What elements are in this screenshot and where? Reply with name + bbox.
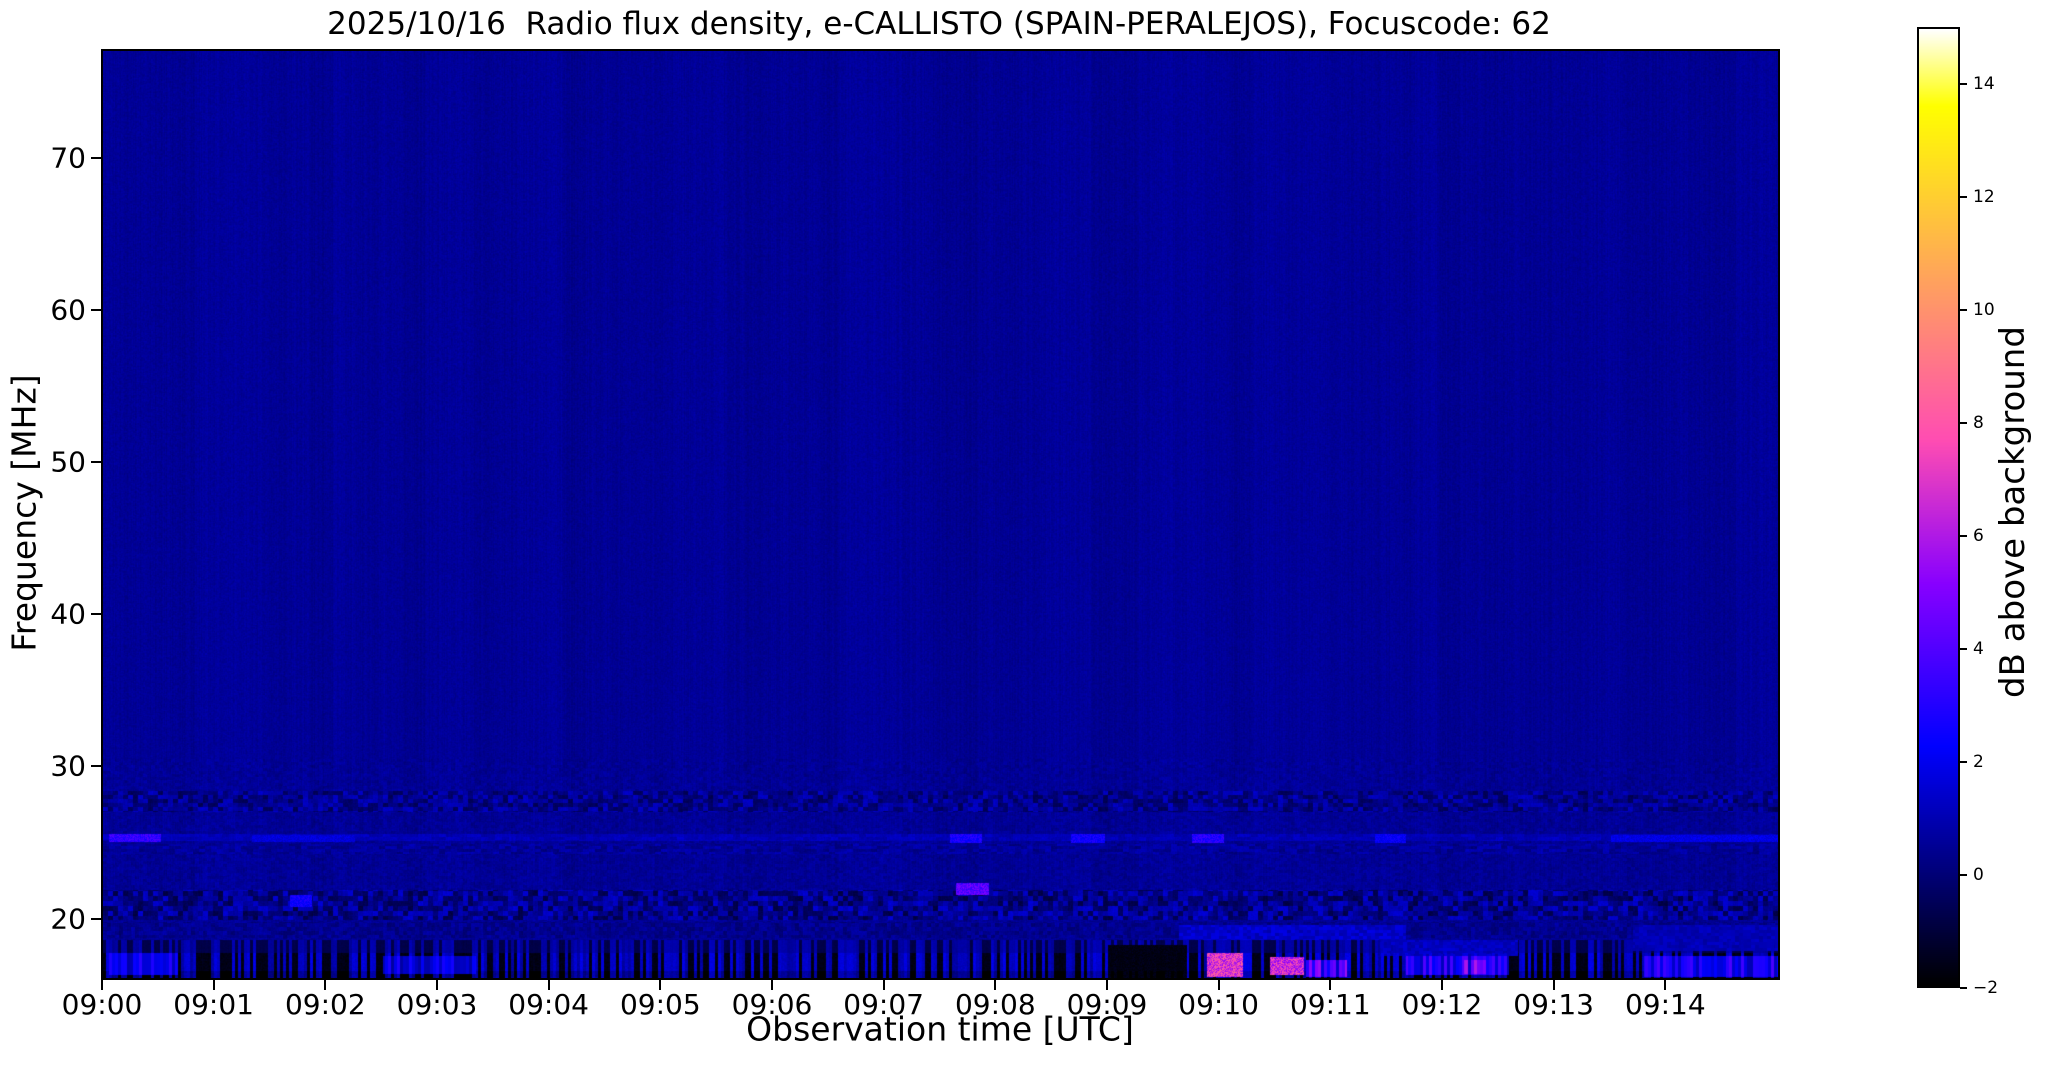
x-tick (994, 980, 997, 990)
y-tick (91, 156, 101, 159)
colorbar (1917, 27, 1960, 988)
x-tick-label: 09:12 (1401, 988, 1483, 1021)
colorbar-tick-label: 6 (1973, 525, 1984, 546)
colorbar-tick (1960, 873, 1967, 876)
x-tick (101, 980, 103, 990)
x-tick (1217, 980, 1220, 990)
x-tick-label: 09:03 (396, 988, 478, 1021)
y-tick (91, 917, 101, 920)
x-tick-label: 09:11 (1289, 988, 1371, 1021)
chart-title: 2025/10/16 Radio flux density, e-CALLIST… (327, 6, 1551, 42)
y-tick-label: 60 (50, 293, 86, 327)
x-tick (547, 980, 550, 990)
colorbar-tick-label: 12 (1973, 186, 1995, 207)
x-tick-label: 09:04 (508, 988, 590, 1021)
y-tick (91, 308, 101, 311)
colorbar-tick (1960, 987, 1967, 989)
x-tick-label: 09:10 (1178, 988, 1260, 1021)
x-tick (1329, 980, 1332, 990)
x-tick (212, 980, 215, 990)
x-tick (1552, 980, 1555, 990)
x-tick-label: 09:13 (1513, 988, 1595, 1021)
colorbar-tick (1960, 308, 1967, 311)
x-tick (1441, 980, 1443, 990)
x-tick (771, 980, 773, 990)
x-tick (1106, 980, 1108, 990)
y-tick (91, 765, 101, 768)
colorbar-tick (1960, 534, 1967, 537)
colorbar-tick (1960, 82, 1967, 85)
spectrogram-image (103, 51, 1778, 978)
y-tick-label: 30 (50, 749, 86, 783)
colorbar-tick (1960, 647, 1967, 650)
x-tick-label: 09:06 (731, 988, 813, 1021)
colorbar-tick (1960, 760, 1967, 763)
y-tick-label: 70 (50, 141, 86, 175)
y-tick (91, 613, 101, 616)
plot-area (101, 49, 1780, 980)
x-tick-label: 09:07 (843, 988, 925, 1021)
y-tick-label: 50 (50, 445, 86, 479)
x-tick (324, 980, 327, 990)
y-tick-label: 20 (50, 902, 86, 936)
x-tick-label: 09:02 (284, 988, 366, 1021)
x-tick-label: 09:00 (61, 988, 143, 1021)
colorbar-label: dB above background (1993, 326, 2033, 698)
y-tick-label: 40 (50, 597, 86, 631)
colorbar-tick (1960, 195, 1967, 198)
x-tick-label: 09:09 (1066, 988, 1148, 1021)
colorbar-tick-label: 8 (1973, 412, 1984, 433)
x-axis-label: Observation time [UTC] (746, 1009, 1134, 1049)
colorbar-tick-label: −2 (1973, 978, 1999, 998)
x-tick-label: 09:05 (619, 988, 701, 1021)
colorbar-tick-label: 4 (1973, 638, 1984, 659)
x-tick (659, 980, 662, 990)
y-tick (91, 460, 101, 463)
x-tick-label: 09:08 (954, 988, 1036, 1021)
x-tick-label: 09:14 (1624, 988, 1706, 1021)
colorbar-tick-label: 14 (1973, 73, 1995, 94)
colorbar-tick (1960, 421, 1967, 424)
colorbar-tick-label: 0 (1973, 864, 1984, 885)
colorbar-tick-label: 10 (1973, 299, 1995, 320)
y-axis-label: Frequency [MHz] (4, 374, 44, 652)
x-tick-label: 09:01 (173, 988, 255, 1021)
x-tick (882, 980, 885, 990)
x-tick (1664, 980, 1667, 990)
colorbar-gradient (1919, 29, 1958, 986)
x-tick (436, 980, 438, 990)
colorbar-tick-label: 2 (1973, 751, 1984, 772)
